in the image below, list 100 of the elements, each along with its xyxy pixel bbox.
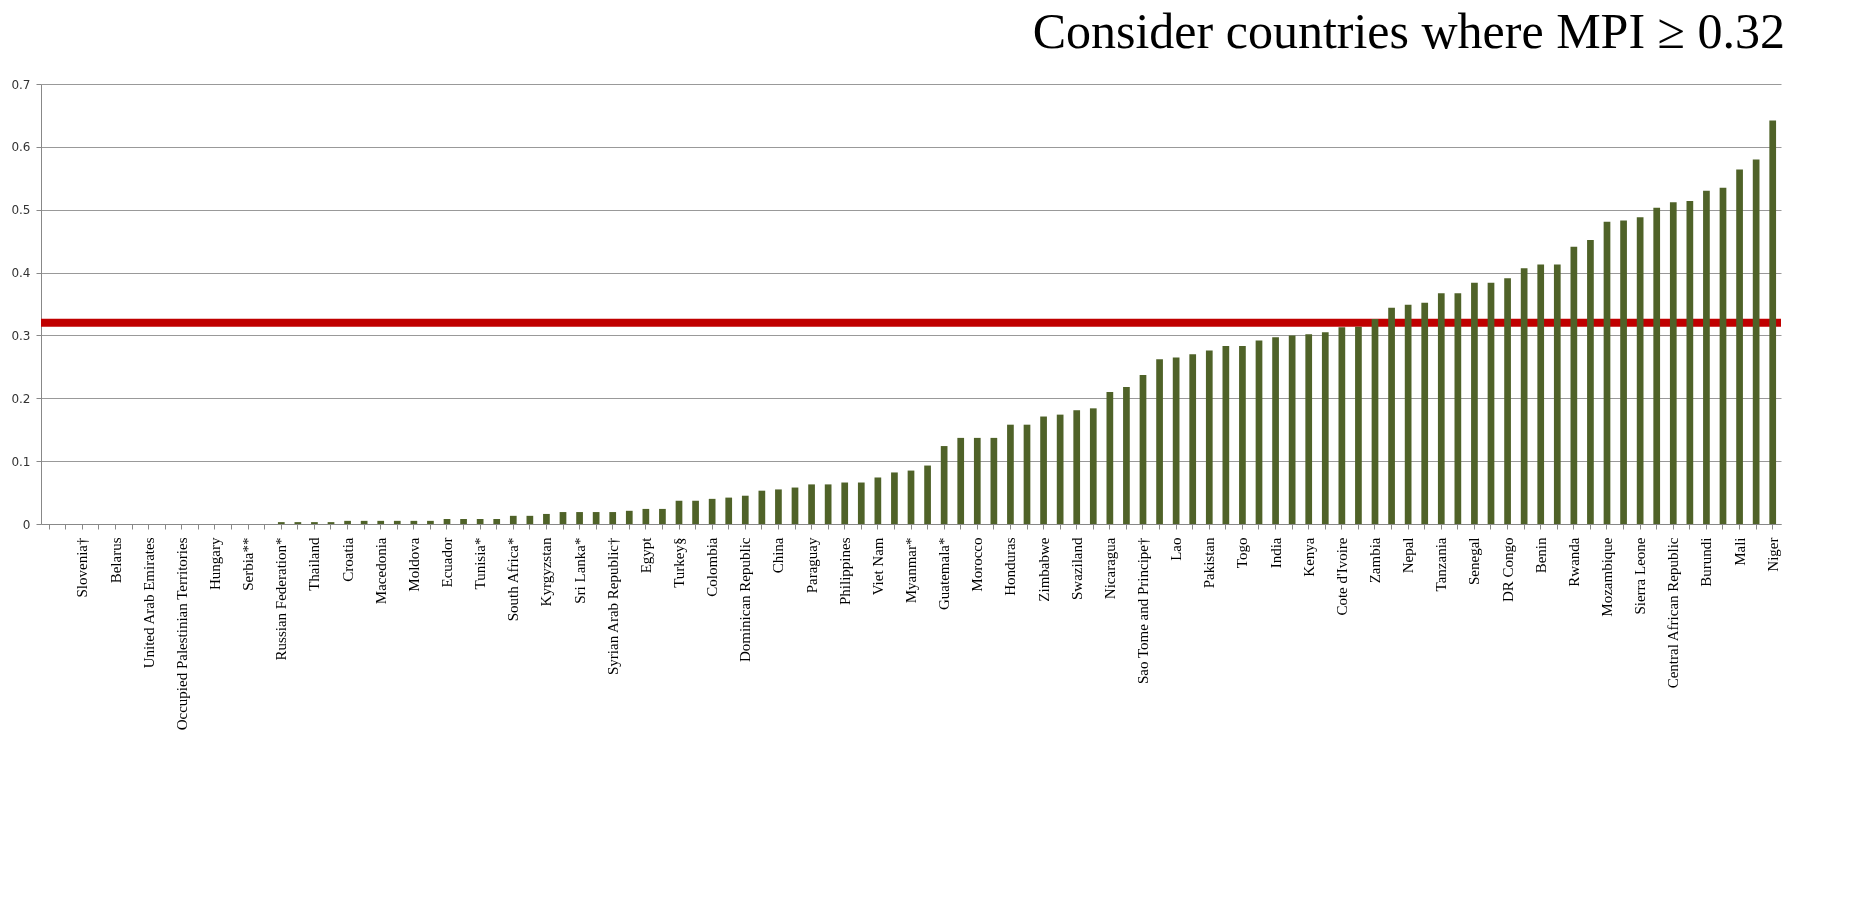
x-tick-label: Honduras [1002, 537, 1019, 596]
bar [1421, 302, 1429, 524]
bar [1537, 264, 1545, 524]
bar [559, 512, 567, 524]
x-tick-label: Central African Republic [1665, 537, 1682, 689]
x-tick-label: Turkey§ [671, 537, 687, 588]
y-tick-label: 0.1 [11, 454, 31, 469]
bar [808, 484, 815, 524]
bar [957, 437, 965, 524]
bar [509, 515, 517, 524]
x-tick-label: Thailand [306, 537, 323, 591]
bar [344, 520, 351, 524]
x-tick-label: Myanmar* [903, 537, 919, 604]
bar [1321, 332, 1329, 524]
bar [377, 520, 385, 524]
bar [460, 518, 467, 524]
bar [874, 477, 882, 524]
bar [1504, 278, 1511, 524]
x-tick-label: Colombia [704, 537, 721, 597]
bar [1454, 293, 1462, 524]
x-tick-label: Swaziland [1068, 537, 1085, 600]
bar [1272, 337, 1279, 524]
x-tick-label: Burundi [1698, 537, 1715, 587]
x-tick-label: Occupied Palestinian Territories [173, 537, 190, 731]
bar [775, 489, 782, 524]
x-tick-label: Dominican Republic [737, 537, 754, 663]
x-tick-label: Egypt [637, 536, 654, 574]
bar [841, 482, 849, 524]
x-tick-label: Tanzania [1433, 537, 1450, 592]
bar [857, 482, 865, 524]
bar [393, 520, 401, 524]
y-tick-label: 0.7 [11, 77, 31, 92]
y-tick-label: 0.3 [11, 328, 31, 343]
bar [1620, 220, 1627, 524]
bar [1288, 335, 1296, 524]
x-tick-label: Benin [1532, 537, 1549, 574]
x-tick-label: Kyrgyzstan [538, 537, 555, 607]
bar [973, 437, 981, 524]
bar [1156, 359, 1163, 524]
bar [1388, 307, 1395, 524]
y-tick-label: 0.6 [11, 140, 31, 155]
x-tick-label: Mali [1731, 537, 1748, 566]
bar [1471, 282, 1478, 524]
x-tick-label: Lao [1168, 537, 1185, 561]
x-tick-label: Niger [1764, 537, 1781, 572]
x-tick-label: Viet Nam [869, 537, 886, 596]
bar [1172, 357, 1180, 524]
x-tick-label: Cote d'Ivoire [1333, 537, 1350, 616]
bar [1703, 190, 1710, 524]
x-tick-label: India [1267, 537, 1284, 569]
x-tick-label: Togo [1234, 537, 1251, 569]
x-tick-label: Slovenia† [74, 537, 91, 598]
x-tick-label: Russian Federation* [273, 537, 290, 661]
bar [1089, 408, 1097, 524]
bar [741, 495, 749, 524]
x-tick-label: China [770, 537, 787, 574]
bar [1736, 169, 1743, 524]
bar [1305, 334, 1313, 524]
x-tick-label: Zambia [1367, 537, 1383, 584]
x-tick-label: Pakistan [1201, 537, 1218, 589]
x-tick-label: Kenya [1300, 537, 1317, 577]
bar [493, 518, 501, 524]
y-tick-label: 0 [22, 517, 31, 532]
bar [924, 465, 931, 524]
bar [1189, 354, 1197, 524]
x-tick-label: Sri Lanka* [571, 537, 588, 604]
bar [824, 484, 832, 524]
x-tick-label: Mozambique [1599, 537, 1615, 617]
bar [725, 497, 733, 524]
x-tick-label: Zimbabwe [1035, 537, 1052, 602]
x-tick-label: Guatemala* [936, 537, 953, 610]
x-tick-label: Philippines [836, 537, 853, 606]
x-tick-label: DR Congo [1499, 537, 1516, 603]
bar [1205, 350, 1213, 524]
bar [625, 510, 633, 524]
bar [1355, 326, 1362, 524]
bar [1338, 327, 1346, 524]
x-tick-label: Senegal [1466, 537, 1483, 585]
x-tick-label: Hungary [207, 537, 223, 590]
bar [1553, 264, 1561, 524]
x-tick-label: Rwanda [1565, 537, 1582, 587]
bar [1669, 202, 1677, 524]
text: Consider countries where MPI ≥ 0.32 [1032, 3, 1785, 59]
x-tick-label: Sierra Leone [1632, 537, 1649, 615]
bar [692, 500, 699, 524]
bar [1123, 386, 1130, 524]
y-tick-label: 0.4 [11, 266, 31, 281]
y-tick-label: 0.5 [11, 203, 31, 218]
x-tick-label: United Arab Emirates [140, 537, 157, 669]
x-tick-label: Belarus [107, 537, 124, 584]
bar [1437, 293, 1445, 524]
bar [592, 512, 600, 524]
x-tick-label: Syrian Arab Republic† [604, 537, 621, 675]
x-tick-label: Morocco [969, 537, 986, 592]
bar [1653, 207, 1661, 524]
x-tick-label: Sao Tome and Principe† [1135, 537, 1151, 685]
bar [576, 512, 583, 524]
y-tick-label: 0.2 [11, 391, 31, 406]
bar [1769, 120, 1777, 524]
bar [1040, 416, 1047, 524]
